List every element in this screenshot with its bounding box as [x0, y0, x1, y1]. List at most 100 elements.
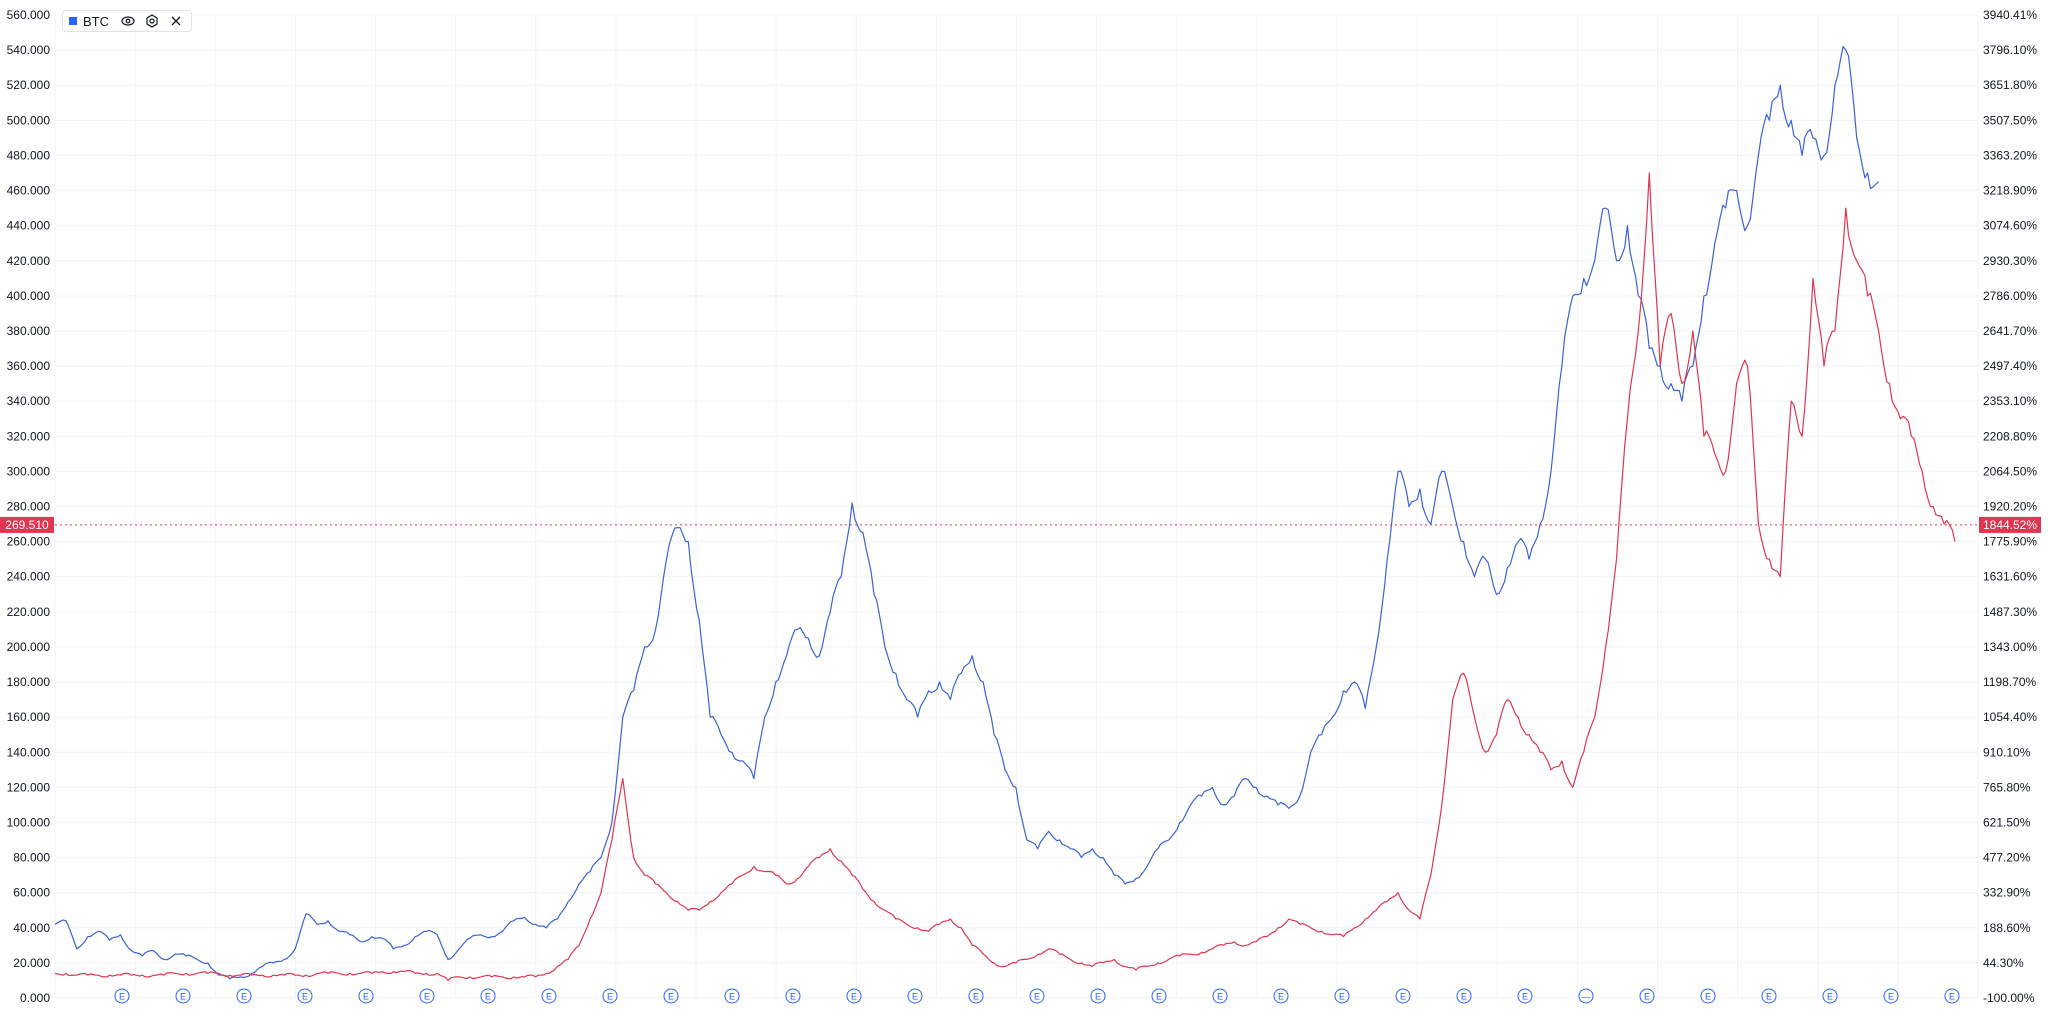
- left-tick-label: 360.000: [7, 359, 51, 373]
- event-marker[interactable]: E: [297, 988, 313, 1004]
- left-tick-label: 260.000: [7, 535, 51, 549]
- right-tick-label: 621.50%: [1983, 815, 2031, 829]
- event-marker[interactable]: E: [1517, 988, 1533, 1004]
- event-marker-circle: [1395, 988, 1411, 1004]
- event-marker-circle: [541, 988, 557, 1004]
- left-tick-label: 100.000: [7, 815, 51, 829]
- event-marker-circle: [1517, 988, 1533, 1004]
- left-tick-label: 460.000: [7, 184, 51, 198]
- event-markers[interactable]: E E E E E E E E E E E E E E E E E E E E E E E E — E E E E E E: [114, 988, 1960, 1004]
- series-btc-line: [54, 45, 1879, 980]
- event-marker[interactable]: E: [1822, 988, 1838, 1004]
- event-marker-circle: [419, 988, 435, 1004]
- left-tick-label: 440.000: [7, 219, 51, 233]
- event-marker-circle: [724, 988, 740, 1004]
- event-marker-label: E: [180, 992, 186, 1002]
- eye-icon[interactable]: [119, 12, 137, 30]
- event-marker-label: E: [302, 992, 308, 1002]
- event-marker-label: E: [668, 992, 674, 1002]
- event-marker-label: E: [1095, 992, 1101, 1002]
- event-marker[interactable]: E: [236, 988, 252, 1004]
- event-marker-circle: [663, 988, 679, 1004]
- right-tick-label: 1343.00%: [1983, 640, 2037, 654]
- right-tick-label: 910.10%: [1983, 745, 2031, 759]
- event-marker-label: E: [1461, 992, 1467, 1002]
- event-marker[interactable]: E: [1273, 988, 1289, 1004]
- event-marker-circle: [1700, 988, 1716, 1004]
- event-marker[interactable]: E: [1883, 988, 1899, 1004]
- left-price-axis[interactable]: 0.000 20.000 40.000 60.000 80.000 100.000 120.…: [7, 8, 51, 1005]
- event-marker-circle: [1090, 988, 1106, 1004]
- event-marker[interactable]: E: [1334, 988, 1350, 1004]
- event-marker-label: E: [119, 992, 125, 1002]
- event-marker-circle: [114, 988, 130, 1004]
- right-tick-label: 2497.40%: [1983, 359, 2037, 373]
- right-percent-axis[interactable]: -100.00% 44.30% 188.60% 332.90% 477.20% 621.5…: [1983, 8, 2037, 1005]
- left-tick-label: 400.000: [7, 289, 51, 303]
- event-marker[interactable]: E: [724, 988, 740, 1004]
- left-tick-label: 60.000: [13, 886, 50, 900]
- left-tick-label: 520.000: [7, 78, 51, 92]
- event-marker[interactable]: E: [114, 988, 130, 1004]
- right-tick-label: 3796.10%: [1983, 43, 2037, 57]
- event-marker[interactable]: E: [663, 988, 679, 1004]
- right-tick-label: 477.20%: [1983, 851, 2031, 865]
- event-marker-circle: [846, 988, 862, 1004]
- event-marker[interactable]: E: [1456, 988, 1472, 1004]
- event-marker[interactable]: E: [968, 988, 984, 1004]
- left-tick-label: 40.000: [13, 921, 50, 935]
- event-marker[interactable]: E: [541, 988, 557, 1004]
- right-tick-label: 3218.90%: [1983, 184, 2037, 198]
- event-marker-label: E: [485, 992, 491, 1002]
- gear-icon[interactable]: [143, 12, 161, 30]
- event-marker-label: E: [912, 992, 918, 1002]
- event-marker[interactable]: E: [1029, 988, 1045, 1004]
- event-marker[interactable]: E: [1700, 988, 1716, 1004]
- event-marker[interactable]: E: [1151, 988, 1167, 1004]
- right-tick-label: -100.00%: [1983, 991, 2035, 1005]
- event-marker[interactable]: E: [480, 988, 496, 1004]
- event-marker-label: E: [729, 992, 735, 1002]
- event-marker-label: E: [1217, 992, 1223, 1002]
- left-tick-label: 180.000: [7, 675, 51, 689]
- event-marker[interactable]: E: [419, 988, 435, 1004]
- left-tick-label: 500.000: [7, 113, 51, 127]
- event-marker[interactable]: E: [1761, 988, 1777, 1004]
- event-marker[interactable]: E: [1639, 988, 1655, 1004]
- event-marker-label: E: [546, 992, 552, 1002]
- event-marker[interactable]: E: [907, 988, 923, 1004]
- event-marker-circle: [1212, 988, 1228, 1004]
- series-legend[interactable]: BTC: [62, 10, 192, 32]
- right-tick-label: 3363.20%: [1983, 148, 2037, 162]
- left-price-tag: [0, 516, 54, 533]
- event-marker-label: E: [1400, 992, 1406, 1002]
- left-tick-label: 280.000: [7, 500, 51, 514]
- right-tick-label: 188.60%: [1983, 921, 2031, 935]
- left-tick-label: 120.000: [7, 780, 51, 794]
- event-marker-label: E: [1034, 992, 1040, 1002]
- event-marker[interactable]: E: [1944, 988, 1960, 1004]
- left-tick-label: 220.000: [7, 605, 51, 619]
- event-marker[interactable]: E: [846, 988, 862, 1004]
- event-marker[interactable]: E: [785, 988, 801, 1004]
- event-marker[interactable]: —: [1578, 988, 1594, 1004]
- left-price-tag-label: 269.510: [5, 518, 49, 532]
- right-tick-label: 2930.30%: [1983, 254, 2037, 268]
- event-marker[interactable]: E: [175, 988, 191, 1004]
- event-marker-circle: [480, 988, 496, 1004]
- event-marker[interactable]: E: [358, 988, 374, 1004]
- left-tick-label: 560.000: [7, 8, 51, 22]
- event-marker-circle: [968, 988, 984, 1004]
- left-tick-label: 340.000: [7, 394, 51, 408]
- event-marker-label: E: [1522, 992, 1528, 1002]
- right-tick-label: 1631.60%: [1983, 570, 2037, 584]
- event-marker[interactable]: E: [1395, 988, 1411, 1004]
- event-marker[interactable]: E: [1090, 988, 1106, 1004]
- event-marker[interactable]: E: [1212, 988, 1228, 1004]
- event-marker-circle: [1639, 988, 1655, 1004]
- event-marker-circle: [907, 988, 923, 1004]
- close-icon[interactable]: [167, 12, 185, 30]
- right-tick-label: 2064.50%: [1983, 464, 2037, 478]
- event-marker[interactable]: E: [602, 988, 618, 1004]
